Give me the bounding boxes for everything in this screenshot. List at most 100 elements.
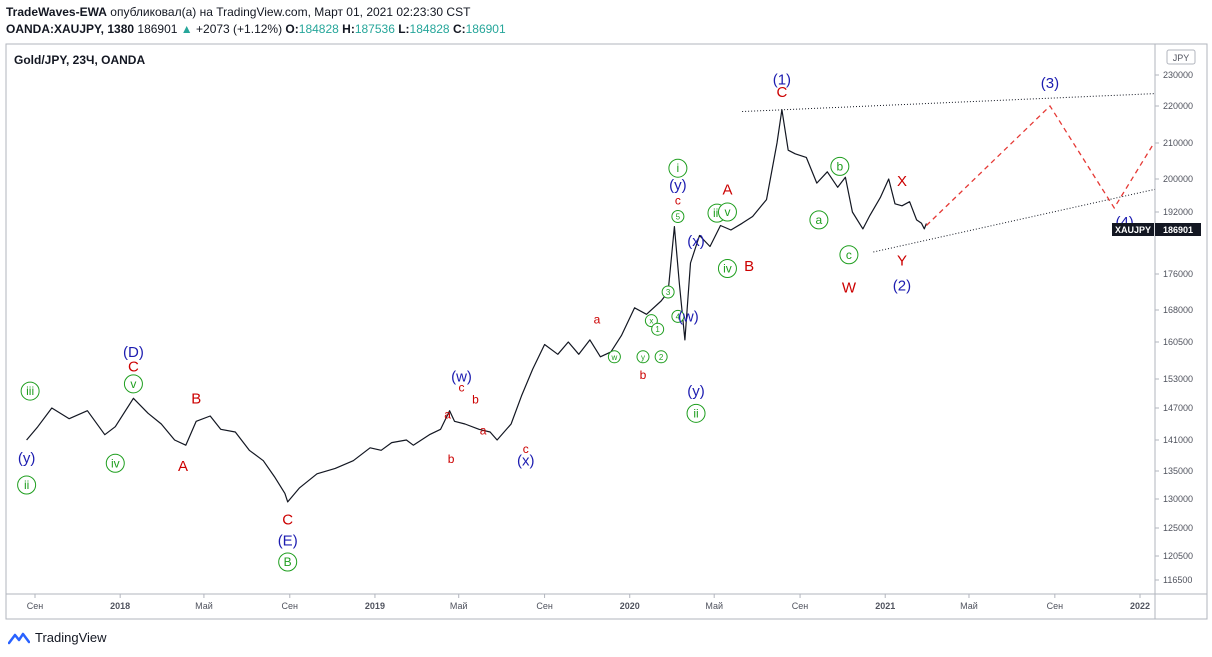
- lower-trendline: [873, 188, 1156, 253]
- wave-label-text: (3): [1041, 75, 1059, 92]
- wave-label-circle: [636, 350, 650, 364]
- wave-label: Y: [897, 252, 907, 269]
- wave-label: (w): [451, 369, 472, 386]
- wave-label-text: W: [842, 280, 857, 297]
- wave-label-text: iv: [111, 456, 120, 470]
- wave-label: 4: [671, 309, 685, 323]
- tradingview-footer[interactable]: TradingView: [8, 630, 107, 645]
- chart-title: Gold/JPY, 23Ч, OANDA: [14, 53, 145, 67]
- wave-label-circle: [671, 309, 685, 323]
- wave-label-text: (w): [451, 369, 472, 386]
- high-label: H:: [342, 22, 355, 36]
- wave-label: W: [842, 280, 857, 297]
- wave-label-text: b: [472, 392, 479, 406]
- wave-label-circle: [105, 453, 125, 473]
- wave-label-text: C: [282, 511, 293, 528]
- wave-label-text: 4: [676, 312, 681, 321]
- wave-label: X: [897, 173, 907, 190]
- wave-label-text: A: [178, 458, 188, 475]
- price-tick-label: 125000: [1163, 523, 1193, 533]
- wave-label-text: (1): [773, 72, 791, 89]
- wave-label-text: iii: [26, 384, 34, 398]
- price-line: [26, 109, 927, 503]
- time-tick-label: Май: [195, 601, 213, 611]
- price-badge-value: 186901: [1163, 225, 1193, 235]
- wave-label-circle: [717, 259, 737, 278]
- wave-label-circle: [654, 350, 668, 364]
- wave-label-text: (y): [669, 177, 687, 194]
- upper-trendline: [742, 93, 1156, 113]
- wave-label-text: (y): [687, 383, 705, 400]
- time-axis: Сен 2018 Май Сен 2019 Май Сен 2020 Май Сен 2021 Май…: [27, 594, 1150, 611]
- wave-label: 3: [661, 285, 675, 299]
- wave-label-circle: [830, 156, 850, 176]
- wave-label-text: C: [128, 359, 139, 376]
- wave-label-circle: [651, 322, 665, 336]
- wave-label-text: (w): [678, 308, 699, 325]
- projection-line: [925, 104, 1155, 226]
- price-change: +2073 (+1.12%): [196, 22, 283, 36]
- time-tick-label: 2018: [110, 601, 130, 611]
- price-tick-label: 210000: [1163, 138, 1193, 148]
- trendlines: [742, 93, 1156, 253]
- time-tick-label: Май: [960, 601, 978, 611]
- wave-label-circle: [809, 210, 829, 230]
- published-text: опубликовал(а) на TradingView.com, Март …: [110, 5, 471, 19]
- time-tick-label: Май: [705, 601, 723, 611]
- time-tick-label: Май: [450, 601, 468, 611]
- price-tick-label: 160500: [1163, 337, 1193, 347]
- wave-label: C: [776, 84, 787, 101]
- author-name[interactable]: TradeWaves-EWA: [6, 5, 107, 19]
- wave-label: a: [444, 407, 451, 421]
- wave-label-circle: [278, 552, 298, 572]
- wave-label: B: [191, 390, 201, 407]
- wave-label: b: [472, 392, 479, 406]
- price-tick-label: 141000: [1163, 435, 1193, 445]
- wave-label-text: v: [130, 377, 136, 391]
- low-label: L:: [398, 22, 410, 36]
- wave-label-text: i: [677, 161, 680, 175]
- wave-label: iii: [20, 381, 40, 401]
- wave-label-text: (2): [893, 277, 911, 294]
- chart-frame: [5, 43, 1208, 620]
- wave-label-text: (x): [517, 453, 535, 470]
- wave-label-text: (x): [687, 233, 705, 250]
- wave-label: 1: [651, 322, 665, 336]
- wave-label-text: B: [284, 555, 292, 569]
- wave-label: (2): [893, 277, 911, 294]
- wave-label: b: [640, 368, 647, 382]
- wave-label-circle: [17, 475, 37, 495]
- wave-label-text: c: [675, 194, 681, 208]
- wave-label: a: [594, 313, 601, 327]
- close-value: 186901: [465, 22, 506, 36]
- time-tick-label: 2021: [875, 601, 895, 611]
- wave-label: ii: [686, 403, 706, 423]
- wave-label-text: 1: [655, 325, 660, 334]
- wave-label-text: (D): [123, 344, 144, 361]
- wave-label-text: B: [744, 258, 754, 275]
- wave-label-text: B: [191, 390, 201, 407]
- wave-label-circle: [668, 158, 688, 178]
- price-tick-label: 130000: [1163, 494, 1193, 504]
- wave-label-circle: [661, 285, 675, 299]
- wave-label-text: a: [480, 423, 487, 437]
- wave-label: c: [523, 442, 529, 456]
- wave-label: (x): [517, 453, 535, 470]
- time-tick-label: Сен: [27, 601, 44, 611]
- price-tick-label: 192000: [1163, 207, 1193, 217]
- wave-label: b: [448, 452, 455, 466]
- wave-label: y: [636, 350, 650, 364]
- wave-label: (1): [773, 72, 791, 89]
- up-arrow-icon: ▲: [180, 22, 193, 36]
- price-tick-label: 200000: [1163, 174, 1193, 184]
- wave-label-circle: [123, 374, 143, 394]
- wave-label: (y): [687, 383, 705, 400]
- open-label: O:: [285, 22, 299, 36]
- time-tick-label: 2020: [620, 601, 640, 611]
- currency-button[interactable]: [1166, 49, 1196, 65]
- wave-label-text: b: [448, 452, 455, 466]
- wave-label-circle: [686, 403, 706, 423]
- time-tick-label: Сен: [282, 601, 299, 611]
- wave-label: b: [830, 156, 850, 176]
